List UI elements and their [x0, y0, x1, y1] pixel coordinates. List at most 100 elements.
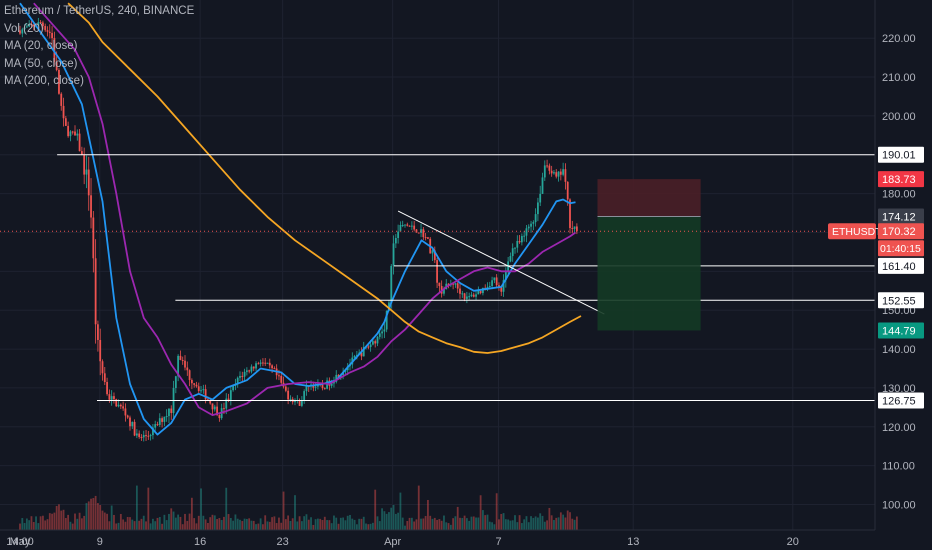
volume-bar	[424, 516, 427, 530]
volume-bar	[268, 521, 271, 530]
ma20-line[interactable]	[19, 2, 576, 436]
candle-body	[23, 27, 26, 30]
x-tick-label: 13	[627, 536, 639, 548]
volume-bar	[85, 503, 88, 530]
stop-loss-zone[interactable]	[597, 179, 701, 217]
candle-body	[69, 131, 72, 137]
candle-body	[58, 69, 60, 94]
candle-body	[188, 370, 191, 380]
volume-bar	[211, 514, 214, 530]
indicator-ma50[interactable]: MA (50, close)	[4, 57, 78, 70]
volume-bar	[190, 497, 193, 530]
y-tick-label: 110.00	[882, 461, 915, 473]
volume-bar	[394, 513, 397, 530]
volume-bar	[326, 520, 328, 530]
volume-bar	[163, 514, 166, 530]
volume-bar	[259, 518, 262, 530]
x-tick-label: 9	[97, 536, 103, 548]
volume-bar	[475, 517, 477, 530]
candle-body	[353, 355, 356, 358]
candle-body	[271, 365, 273, 369]
volume-bar	[35, 516, 37, 530]
candle-body	[383, 329, 386, 332]
entry-price-tag[interactable]: 174.12	[878, 208, 924, 225]
indicator-ma20[interactable]: MA (20, close)	[4, 40, 78, 52]
candle-body	[239, 375, 241, 378]
volume-bar	[397, 512, 400, 530]
volume-bar	[74, 513, 76, 530]
volume-bar	[218, 518, 221, 530]
candle-body	[204, 389, 207, 400]
volume-bar	[431, 518, 434, 530]
volume-bar	[133, 521, 136, 530]
volume-bar	[273, 516, 276, 530]
volume-bar	[470, 516, 473, 530]
volume-bar	[527, 522, 530, 530]
candle-body	[289, 398, 292, 400]
volume-bar	[119, 513, 122, 530]
volume-bar	[417, 485, 420, 530]
candle-body	[110, 396, 113, 400]
candle-body	[323, 388, 326, 390]
volume-bar	[225, 487, 228, 530]
candle-body	[417, 232, 420, 234]
volume-bar	[147, 487, 150, 530]
volume-bar	[323, 516, 326, 530]
candle-body	[566, 181, 569, 200]
trend-line[interactable]	[397, 210, 605, 315]
volume-bar	[383, 511, 386, 530]
target-price-tag[interactable]: 144.79	[878, 322, 924, 339]
candle-body	[557, 171, 560, 177]
candle-body	[465, 296, 468, 299]
candle-body	[378, 333, 381, 337]
stop-price-tag[interactable]: 183.73	[878, 171, 924, 188]
ma200-line[interactable]	[67, 2, 582, 354]
volume-bar	[87, 501, 90, 530]
candle-body	[468, 296, 471, 298]
indicator-ma200[interactable]: MA (200, close)	[4, 75, 84, 87]
ma50-line[interactable]	[33, 2, 577, 416]
current-price-tag-text: 170.32	[882, 226, 916, 238]
volume-bar	[117, 522, 120, 530]
candle-body	[475, 294, 477, 297]
volume-bar	[294, 495, 296, 530]
volume-bar	[573, 519, 576, 530]
level-price-tag[interactable]: 161.40	[878, 257, 924, 274]
candle-body	[303, 391, 306, 401]
candle-body	[177, 355, 180, 377]
volume-bar	[401, 517, 404, 530]
volume-bar	[266, 521, 269, 530]
volume-bar	[78, 512, 81, 530]
volume-bar	[60, 510, 63, 530]
volume-bar	[99, 505, 102, 530]
candle-body	[472, 294, 475, 297]
level-price-tag[interactable]: 190.01	[878, 146, 924, 163]
y-tick-label: 180.00	[882, 189, 916, 201]
candle-body	[573, 226, 576, 229]
candle-body	[140, 436, 143, 438]
volume-bar	[110, 505, 113, 530]
symbol-price-tag[interactable]: ETHUSDT	[828, 223, 882, 240]
candle-body	[108, 394, 111, 400]
take-profit-zone[interactable]	[597, 216, 701, 331]
volume-bar	[172, 511, 175, 530]
symbol-title[interactable]: Ethereum / TetherUS, 240, BINANCE	[4, 5, 195, 17]
candle-body	[44, 26, 47, 31]
volume-bar	[58, 504, 60, 530]
volume-bar	[55, 505, 58, 530]
candle-body	[555, 172, 558, 177]
candle-body	[92, 217, 95, 259]
volume-bar	[504, 519, 507, 530]
level-price-tag[interactable]: 152.55	[878, 292, 924, 309]
candle-body	[360, 352, 363, 357]
level-price-tag[interactable]: 126.75	[878, 392, 924, 409]
candle-body	[431, 250, 434, 254]
volume-bar	[562, 514, 565, 530]
current-price-tag[interactable]: 170.32	[878, 223, 924, 240]
candle-body	[452, 283, 455, 285]
candle-body	[170, 408, 173, 414]
volume-bar	[413, 521, 416, 530]
indicator-volume[interactable]: Vol (20)	[4, 22, 44, 35]
